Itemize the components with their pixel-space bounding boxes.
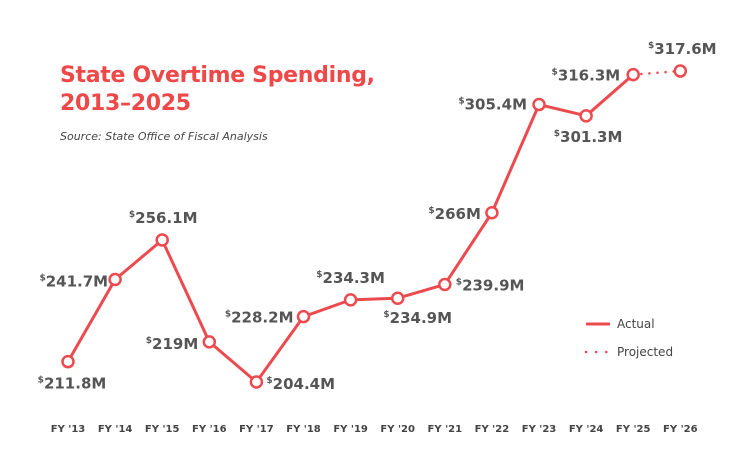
- series-projected-line: [631, 69, 682, 76]
- data-label: $204.4M: [266, 375, 335, 393]
- x-tick-label: FY '20: [380, 424, 415, 435]
- data-label: $211.8M: [38, 375, 107, 393]
- data-label: $316.3M: [552, 67, 621, 85]
- x-tick-label: FY '23: [522, 424, 557, 435]
- data-label: $266M: [428, 205, 481, 223]
- data-label: $234.9M: [383, 309, 452, 327]
- x-tick-label: FY '18: [286, 424, 321, 435]
- data-point-marker: [343, 293, 358, 307]
- data-point-marker: [202, 335, 217, 349]
- x-tick-label: FY '17: [239, 424, 274, 435]
- x-tick-label: FY '21: [428, 424, 463, 435]
- data-point-marker: [296, 309, 311, 324]
- data-point-marker: [438, 277, 452, 292]
- data-point-marker: [61, 354, 75, 369]
- x-tick-label: FY '19: [333, 424, 368, 435]
- chart-title-line-1: State Overtime Spending,: [60, 63, 375, 88]
- data-point-marker: [579, 109, 593, 123]
- data-point-marker: [249, 375, 264, 389]
- data-point-marker: [485, 206, 499, 220]
- data-label: $317.6M: [648, 40, 717, 58]
- x-tick-label: FY '26: [663, 424, 698, 435]
- data-label: $305.4M: [458, 96, 527, 114]
- chart-title-line-2: 2013–2025: [60, 91, 191, 116]
- data-label: $228.2M: [225, 309, 294, 327]
- x-tick-label: FY '16: [192, 424, 227, 435]
- legend-projected-label: Projected: [617, 345, 673, 359]
- data-point-marker: [673, 64, 688, 78]
- data-point-marker: [626, 67, 640, 82]
- data-label: $239.9M: [456, 276, 525, 294]
- chart-title: State Overtime Spending, 2013–2025: [60, 62, 375, 118]
- data-label: $234.3M: [316, 269, 385, 287]
- data-point-marker: [108, 272, 122, 287]
- x-tick-label: FY '13: [51, 424, 86, 435]
- data-point-marker: [532, 97, 546, 112]
- data-label: $301.3M: [554, 128, 623, 146]
- data-label: $256.1M: [129, 209, 198, 227]
- data-label: $219M: [146, 335, 199, 353]
- data-point-marker: [390, 291, 405, 305]
- x-tick-label: FY '25: [616, 424, 651, 435]
- legend-actual-label: Actual: [617, 317, 655, 331]
- x-tick-label: FY '14: [98, 424, 133, 435]
- data-point-marker: [155, 233, 169, 247]
- x-tick-label: FY '24: [569, 424, 604, 435]
- chart-source: Source: State Office of Fiscal Analysis: [60, 130, 268, 143]
- legend: Actual Projected: [584, 317, 673, 359]
- x-tick-label: FY '15: [145, 424, 180, 435]
- data-label: $241.7M: [39, 273, 108, 291]
- x-tick-label: FY '22: [475, 424, 510, 435]
